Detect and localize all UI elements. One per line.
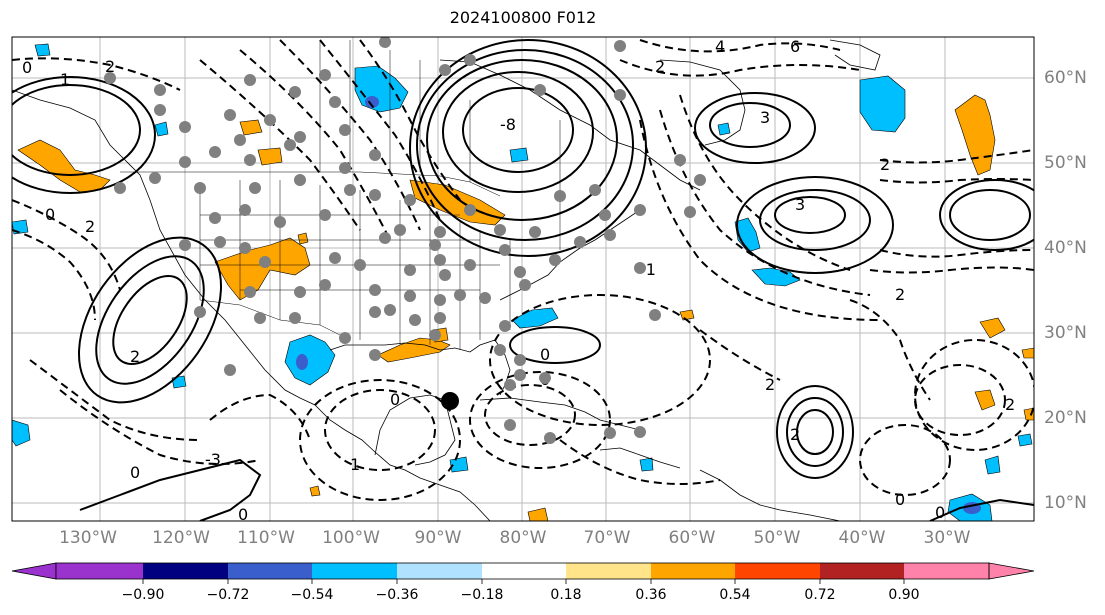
lon-label-50w: 50°W [753,528,801,548]
map-frame [11,36,1035,522]
colorbar-tick-label: 0.90 [888,587,920,603]
colorbar-tick-label: 0.36 [635,587,667,603]
colorbar-tick-label: −0.72 [206,587,250,603]
contour-label: 2 [1005,395,1015,414]
lon-label-30w: 30°W [923,528,971,548]
colorbar-tick-label: −0.18 [460,587,504,603]
contour-label: 2 [880,155,890,174]
colorbar-tick-label: −0.36 [375,587,419,603]
colorbar-high-extend [988,562,1035,580]
contour-label: 1 [60,70,70,89]
colorbar-tick-label: 0.72 [804,587,836,603]
colorbar-tick-label: −0.90 [121,587,165,603]
lon-label-90w: 90°W [414,528,462,548]
positive-anomaly-fills [17,94,1034,521]
contour-label: 0 [540,345,550,364]
storm-center-marker [441,392,459,410]
contour-label: 2 [895,285,905,304]
lon-label-130w: 130°W [59,528,117,548]
contour-label: -3 [205,450,221,469]
contour-label: -8 [500,115,516,134]
contour-label: 3 [795,195,805,214]
lon-label-60w: 60°W [668,528,716,548]
contour-label: 2 [85,217,95,236]
colorbar [11,562,1035,584]
lon-label-40w: 40°W [838,528,886,548]
colorbar-low-extend [11,562,57,580]
contour-label: 2 [130,347,140,366]
dashed-contours [12,39,1034,501]
observation-dots [104,37,706,444]
contour-label: 3 [760,108,770,127]
lon-label-120w: 120°W [152,528,210,548]
lon-label-70w: 70°W [583,528,631,548]
contour-label: 0 [390,390,400,409]
lat-label-30n: 30°N [1044,323,1087,343]
contour-label: 0 [22,58,32,77]
contour-label: 2 [765,375,775,394]
contour-label: 6 [790,37,800,56]
contour-label: 0 [895,490,905,509]
lat-label-50n: 50°N [1044,153,1087,173]
contour-label: 2 [105,57,115,76]
lat-label-20n: 20°N [1044,408,1087,428]
contour-label: 2 [655,57,665,76]
lat-label-40n: 40°N [1044,238,1087,258]
lon-label-80w: 80°W [499,528,547,548]
contour-label: 0 [238,505,248,524]
contour-label: 4 [715,37,725,56]
colorbar-tick-label: 0.18 [550,587,582,603]
map-title: 2024100800 F012 [449,8,597,27]
deep-negative-fills [296,96,981,514]
contour-label: 1 [350,455,360,474]
lon-label-100w: 100°W [322,528,380,548]
contour-label: 0 [130,463,140,482]
lon-label-110w: 110°W [237,528,295,548]
colorbar-tick-label: −0.54 [290,587,334,603]
solid-contours [12,39,1034,521]
contour-label: 0 [935,503,945,522]
colorbar-tick-label: 0.54 [719,587,751,603]
lat-label-10n: 10°N [1044,493,1087,513]
lat-label-60n: 60°N [1044,68,1087,88]
gridlines [12,37,1034,521]
contour-label: 2 [790,425,800,444]
contour-label: 0 [45,205,55,224]
